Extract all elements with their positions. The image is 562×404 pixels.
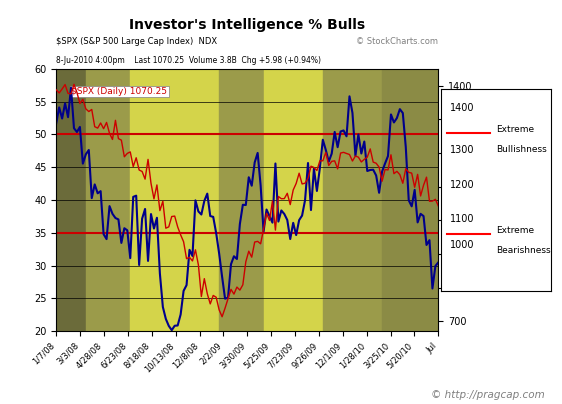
Text: 1300: 1300	[450, 145, 474, 156]
Text: Extreme: Extreme	[496, 226, 534, 235]
Text: © http://pragcap.com: © http://pragcap.com	[432, 390, 545, 400]
Text: © StockCharts.com: © StockCharts.com	[356, 37, 438, 46]
Text: Bullishness: Bullishness	[496, 145, 547, 154]
Bar	[56, 69, 86, 331]
Text: 1100: 1100	[450, 214, 474, 224]
Text: 1000: 1000	[450, 240, 474, 250]
Bar	[323, 69, 382, 331]
Text: Extreme: Extreme	[496, 125, 534, 134]
Bar	[86, 69, 130, 331]
Text: 8-Ju-2010 4:00pm    Last 1070.25  Volume 3.8B  Chg +5.98 (+0.94%): 8-Ju-2010 4:00pm Last 1070.25 Volume 3.8…	[56, 55, 321, 65]
Text: Bearishness: Bearishness	[496, 246, 551, 255]
Text: $SPX (S&P 500 Large Cap Index)  NDX: $SPX (S&P 500 Large Cap Index) NDX	[56, 37, 217, 46]
Bar	[382, 69, 441, 331]
Text: Investor's Intelligence % Bulls: Investor's Intelligence % Bulls	[129, 18, 365, 32]
Bar	[264, 69, 323, 331]
Text: $SPX (Daily) 1070.25: $SPX (Daily) 1070.25	[71, 87, 167, 96]
Bar	[219, 69, 264, 331]
Text: 1400: 1400	[450, 103, 474, 113]
Bar	[130, 69, 219, 331]
Text: 1200: 1200	[450, 180, 474, 190]
